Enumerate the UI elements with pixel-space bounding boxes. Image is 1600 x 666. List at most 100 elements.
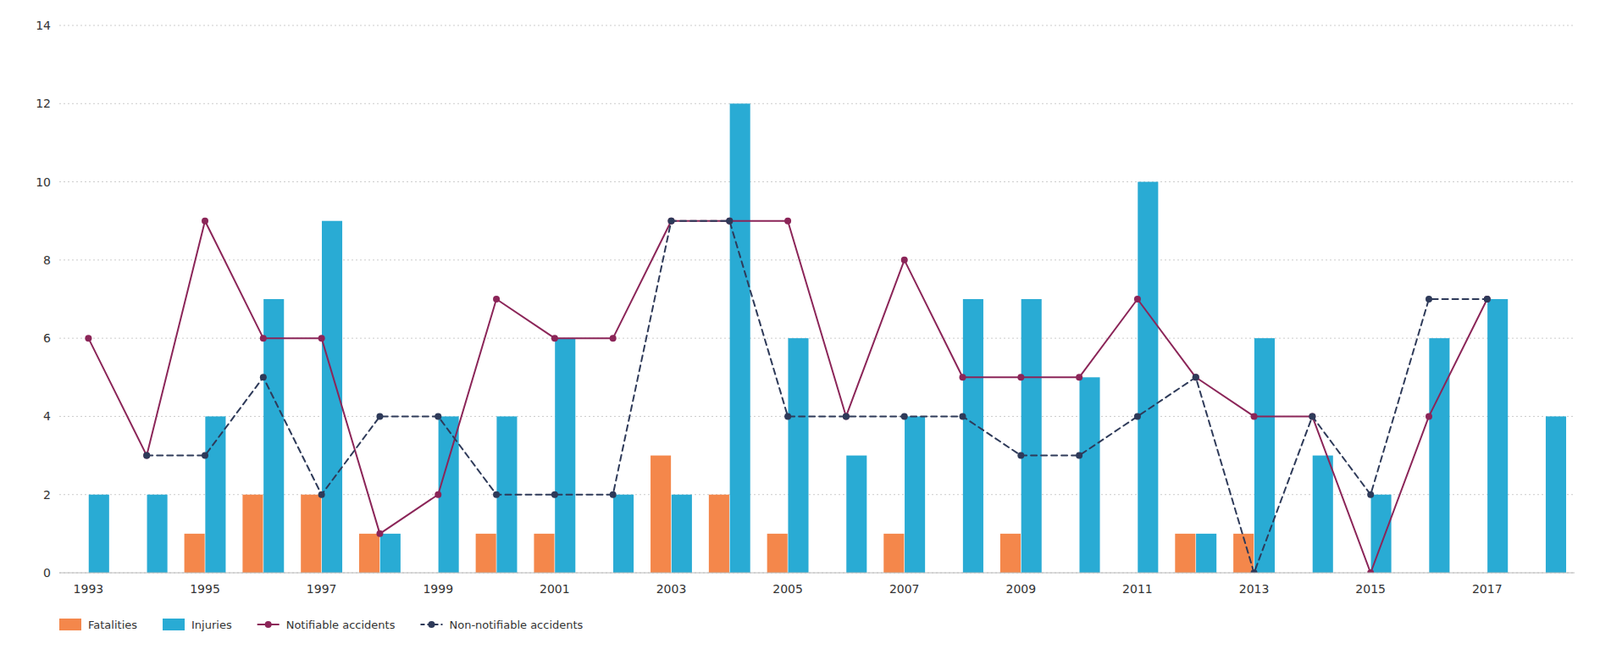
marker <box>260 334 267 342</box>
legend-label: Notifiable accidents <box>286 618 396 632</box>
legend-item: Fatalities <box>59 618 138 632</box>
marker <box>551 334 559 342</box>
grid-line <box>59 25 1575 27</box>
bar <box>671 494 693 573</box>
marker <box>376 530 383 538</box>
bar <box>1021 298 1042 573</box>
bar <box>904 415 925 573</box>
bar <box>1137 182 1158 573</box>
bar <box>613 494 634 573</box>
marker <box>842 412 850 420</box>
marker <box>201 217 209 225</box>
legend-label: Injuries <box>191 618 233 632</box>
marker <box>201 452 209 460</box>
x-tick-label: 1997 <box>306 581 338 596</box>
bar <box>1371 494 1392 573</box>
marker <box>1192 373 1200 381</box>
x-tick-label: 2013 <box>1239 581 1270 596</box>
marker <box>260 373 267 381</box>
marker <box>1425 295 1433 303</box>
marker <box>84 334 92 342</box>
y-tick-label: 2 <box>43 487 51 502</box>
marker <box>1134 295 1141 303</box>
marker <box>784 217 792 225</box>
legend-label: Fatalities <box>88 618 138 632</box>
marker <box>492 295 500 303</box>
marker <box>667 217 675 225</box>
marker <box>1192 373 1200 381</box>
grid-line <box>59 415 1575 417</box>
legend-marker <box>265 620 272 628</box>
bar <box>263 298 284 573</box>
marker <box>318 491 326 499</box>
marker <box>667 217 675 225</box>
y-tick-label: 6 <box>43 331 51 345</box>
bar <box>1079 376 1100 573</box>
marker <box>1251 412 1258 420</box>
x-axis-line <box>59 572 1575 574</box>
legend-swatch <box>59 618 82 631</box>
y-tick-label: 14 <box>35 18 51 33</box>
marker <box>784 412 792 420</box>
x-tick-label: 2011 <box>1122 581 1153 596</box>
bar <box>1000 533 1021 573</box>
marker <box>143 452 150 460</box>
x-tick-label: 1993 <box>73 581 105 596</box>
marker <box>901 256 908 264</box>
bar <box>1195 533 1217 573</box>
legend-label: Non-notifiable accidents <box>448 618 583 632</box>
bar <box>730 103 751 573</box>
y-tick-label: 8 <box>43 253 51 267</box>
marker <box>1017 452 1025 460</box>
x-tick-label: 2003 <box>656 581 687 596</box>
bar <box>380 533 401 573</box>
grid-line <box>59 572 1575 574</box>
bar <box>242 494 263 573</box>
x-tick-label: 2017 <box>1472 581 1503 596</box>
marker <box>434 412 442 420</box>
marker <box>1367 569 1374 573</box>
marker <box>609 491 617 499</box>
bar <box>767 533 788 573</box>
x-tick-label: 2001 <box>539 581 571 596</box>
x-tick-label: 1999 <box>422 581 454 596</box>
bar <box>963 298 984 573</box>
bar <box>1545 415 1567 573</box>
bar <box>1428 337 1450 573</box>
x-tick-label: 2009 <box>1006 581 1037 596</box>
legend-item: Injuries <box>162 618 233 632</box>
marker <box>1483 295 1491 303</box>
bar <box>650 455 671 573</box>
bar <box>476 533 497 573</box>
marker <box>1134 412 1141 420</box>
marker <box>609 334 617 342</box>
bar <box>1254 337 1275 573</box>
y-tick-label: 4 <box>43 409 51 423</box>
bar <box>787 337 809 573</box>
grid-line <box>59 493 1575 495</box>
legend-marker <box>427 620 435 628</box>
bar <box>147 494 168 573</box>
marker <box>434 491 442 499</box>
bar <box>359 533 380 573</box>
marker <box>1251 569 1258 573</box>
marker <box>1075 452 1083 460</box>
bar <box>1312 455 1334 573</box>
marker <box>1483 295 1491 303</box>
marker <box>1308 412 1316 420</box>
bar <box>300 494 322 573</box>
marker <box>842 412 850 420</box>
marker <box>318 334 326 342</box>
marker <box>1308 412 1316 420</box>
x-tick-label: 1995 <box>189 581 221 596</box>
y-tick-label: 12 <box>35 96 51 111</box>
legend-item: Non-notifiable accidents <box>420 618 583 632</box>
marker <box>1075 373 1083 381</box>
marker <box>725 217 733 225</box>
bar <box>708 494 730 573</box>
bar <box>554 337 576 573</box>
legend: Fatalities Injuries Notifiable accidents No… <box>59 618 584 632</box>
grid-line <box>59 259 1575 261</box>
marker <box>1425 412 1433 420</box>
bar <box>88 494 110 573</box>
